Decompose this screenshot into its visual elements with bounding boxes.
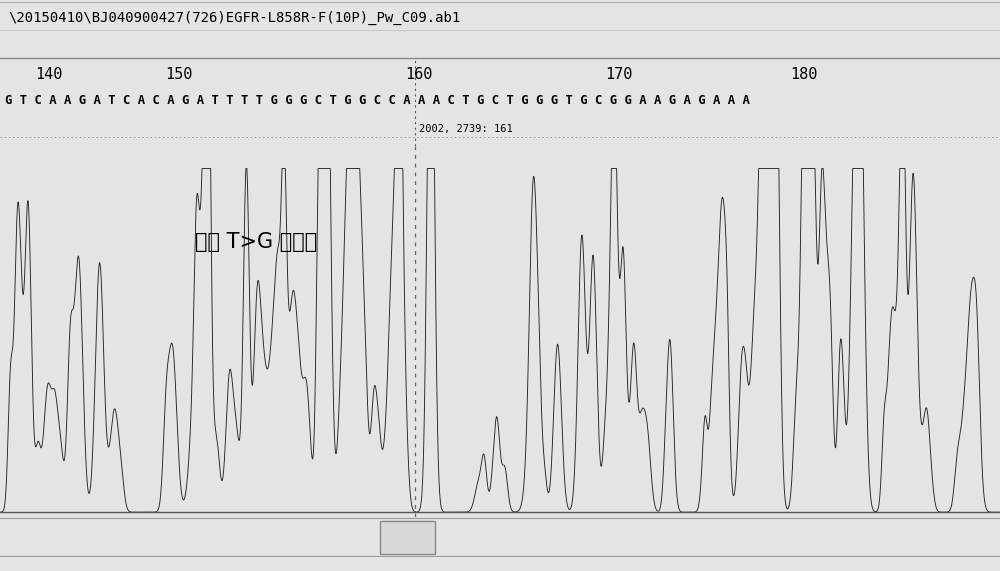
Text: 140: 140 bbox=[35, 67, 62, 82]
Text: 170: 170 bbox=[605, 67, 632, 82]
Text: \20150410\BJ040900427(726)EGFR-L858R-F(10P)_Pw_C09.ab1: \20150410\BJ040900427(726)EGFR-L858R-F(1… bbox=[8, 11, 460, 25]
Text: 150: 150 bbox=[165, 67, 192, 82]
Text: G T C A A G A T C A C A G A T T T T G G G C T G G C C A A A C T G C T G G G T G : G T C A A G A T C A C A G A T T T T G G … bbox=[5, 94, 750, 107]
Text: 180: 180 bbox=[790, 67, 817, 82]
Text: 发生 T>G 的突变: 发生 T>G 的突变 bbox=[195, 232, 317, 252]
Text: 2002, 2739: 161: 2002, 2739: 161 bbox=[419, 124, 513, 135]
FancyBboxPatch shape bbox=[380, 521, 435, 553]
Text: 160: 160 bbox=[405, 67, 432, 82]
